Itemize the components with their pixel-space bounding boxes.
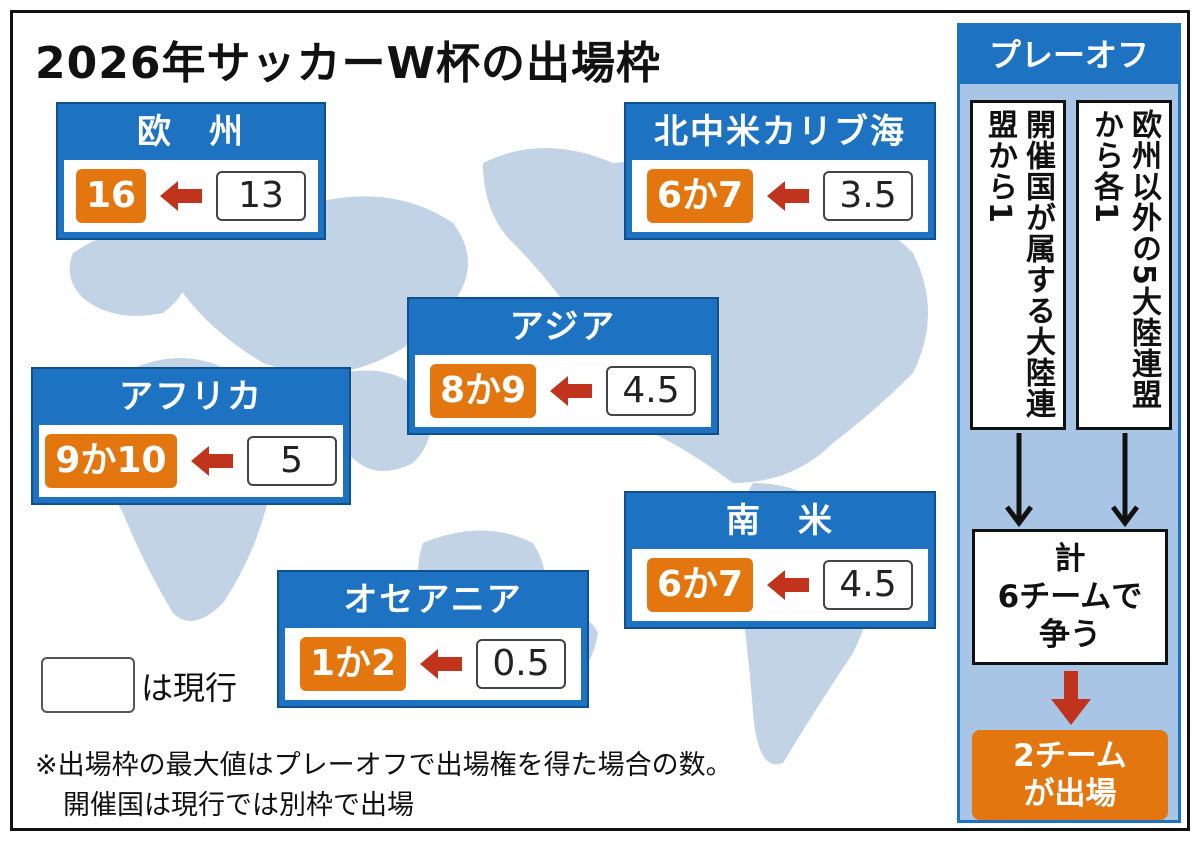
current-slots-value: 3.5 <box>823 171 914 221</box>
region-slots: 6か7 4.5 <box>632 549 928 621</box>
result-line-1: 2チーム <box>1013 738 1127 774</box>
region-slots: 16 13 <box>64 160 318 232</box>
other-continents-box: 欧州以外の5大陸連盟から各1 <box>1076 100 1172 430</box>
region-oceania: オセアニア 1か2 0.5 <box>277 570 589 708</box>
host-continent-text: 開催国が属する大陸連盟から1 <box>982 109 1055 419</box>
region-europe: 欧 州 16 13 <box>56 102 326 240</box>
infographic-frame: 2026年サッカーW杯の出場枠 欧 州 16 13 北中米カリブ海 6か7 3.… <box>10 10 1190 831</box>
region-name: オセアニア <box>343 580 523 620</box>
arrow-left-icon <box>420 649 463 679</box>
total-line-2: 6チームで <box>997 579 1143 615</box>
region-slots: 8か9 4.5 <box>415 355 711 427</box>
map-europe <box>69 230 190 316</box>
total-line-3: 争う <box>1039 617 1101 653</box>
region-north-central-america-caribbean: 北中米カリブ海 6か7 3.5 <box>624 102 936 240</box>
map-eurasia <box>160 196 468 373</box>
arrow-down-icon <box>1051 671 1091 725</box>
region-africa: アフリカ 9か10 5 <box>31 367 351 505</box>
current-slots-value: 4.5 <box>823 560 914 610</box>
region-asia: アジア 8か9 4.5 <box>407 297 719 435</box>
region-slots: 6か7 3.5 <box>632 160 928 232</box>
new-slots-value: 9か10 <box>45 434 177 488</box>
other-continents-text: 欧州以外の5大陸連盟から各1 <box>1088 109 1161 410</box>
new-slots-value: 6か7 <box>646 558 754 612</box>
arrow-left-icon <box>550 376 593 406</box>
total-teams-box: 計 6チームで 争う <box>972 529 1168 665</box>
arrow-left-icon <box>190 446 233 476</box>
current-slots-value: 4.5 <box>606 366 697 416</box>
region-name: 北中米カリブ海 <box>654 112 906 152</box>
arrow-left-icon <box>767 570 810 600</box>
region-name: アフリカ <box>119 377 263 417</box>
new-slots-value: 8か9 <box>429 364 537 418</box>
region-name: 欧 州 <box>137 112 245 152</box>
current-slots-value: 0.5 <box>476 639 567 689</box>
new-slots-value: 16 <box>75 169 147 223</box>
host-continent-box: 開催国が属する大陸連盟から1 <box>970 100 1066 430</box>
footnote-line-2: 開催国は現行では別枠で出場 <box>63 790 414 821</box>
arrow-down-icon <box>1111 433 1139 527</box>
result-line-2: が出場 <box>1023 776 1117 812</box>
total-line-1: 計 <box>1054 541 1086 577</box>
current-slots-value: 5 <box>246 436 337 486</box>
current-slots-value: 13 <box>216 171 307 221</box>
arrow-down-icon <box>1005 433 1033 527</box>
page-title: 2026年サッカーW杯の出場枠 <box>35 38 661 89</box>
playoff-title: プレーオフ <box>960 26 1178 84</box>
legend-label: は現行 <box>141 669 238 707</box>
region-name: 南 米 <box>726 501 834 541</box>
qualified-teams-box: 2チーム が出場 <box>972 730 1168 820</box>
footnote-line-1: ※出場枠の最大値はプレーオフで出場権を得た場合の数。 <box>35 750 733 781</box>
arrow-left-icon <box>160 181 203 211</box>
new-slots-value: 1か2 <box>299 637 407 691</box>
region-slots: 9か10 5 <box>39 425 343 497</box>
region-slots: 1か2 0.5 <box>285 628 581 700</box>
region-name: アジア <box>509 307 617 347</box>
arrow-left-icon <box>767 181 810 211</box>
legend-swatch <box>41 657 135 713</box>
region-south-america: 南 米 6か7 4.5 <box>624 491 936 629</box>
playoff-panel: プレーオフ 開催国が属する大陸連盟から1 欧州以外の5大陸連盟から各1 計 6チ… <box>957 23 1181 823</box>
new-slots-value: 6か7 <box>646 169 754 223</box>
